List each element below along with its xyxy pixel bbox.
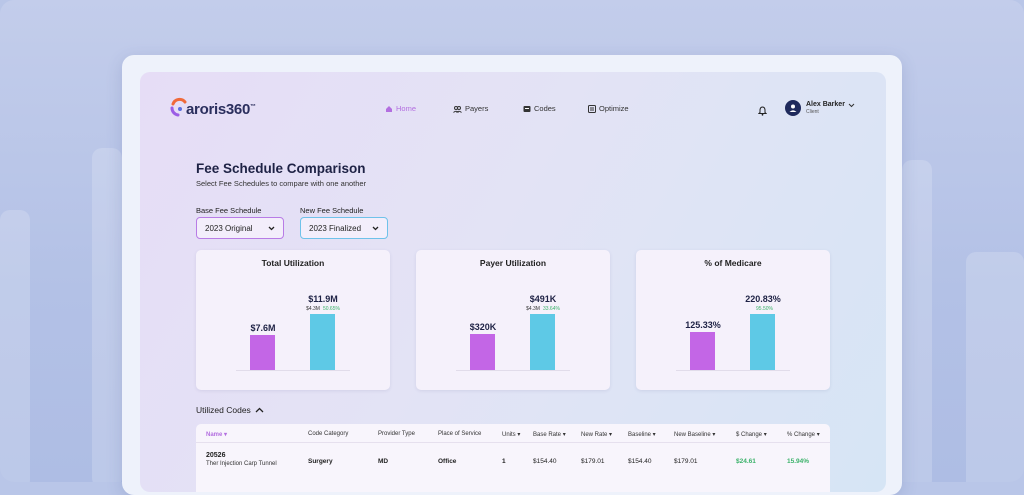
nav-codes-label: Codes bbox=[534, 104, 556, 113]
background-panel-right-inner bbox=[902, 160, 932, 482]
new-fee-schedule-value: 2023 Finalized bbox=[309, 223, 362, 233]
background-panel-left bbox=[0, 210, 30, 482]
base-rate-cell: $154.40 bbox=[533, 458, 557, 465]
new-bar bbox=[530, 314, 555, 370]
card-title: Total Utilization bbox=[261, 258, 325, 268]
logo-mark-icon bbox=[170, 96, 188, 118]
base-bar bbox=[690, 332, 715, 370]
column-header-new-rate[interactable]: New Rate ▾ bbox=[581, 432, 613, 438]
base-fee-schedule-select[interactable]: 2023 Original bbox=[196, 217, 284, 239]
user-icon bbox=[789, 104, 797, 112]
new-rate-cell: $179.01 bbox=[581, 458, 605, 465]
codes-icon bbox=[523, 105, 531, 112]
chart-baseline bbox=[676, 370, 790, 371]
dollar-change-cell: $24.61 bbox=[736, 458, 756, 465]
new-bar bbox=[750, 314, 775, 370]
chevron-down-icon bbox=[268, 226, 275, 230]
utilized-codes-heading: Utilized Codes bbox=[196, 405, 251, 415]
background-panel-right bbox=[966, 252, 1024, 482]
change-label: $4.3M 33.64% bbox=[513, 306, 573, 312]
column-header-new-baseline[interactable]: New Baseline ▾ bbox=[674, 432, 716, 438]
units-cell: 1 bbox=[502, 458, 506, 465]
new-value-label: $11.9M bbox=[308, 294, 338, 304]
avatar bbox=[785, 100, 801, 116]
nav-optimize[interactable]: Optimize bbox=[588, 104, 629, 113]
chevron-down-icon bbox=[848, 103, 855, 107]
brand-name: aroris360™ bbox=[186, 101, 256, 118]
brand-logo[interactable]: aroris360™ bbox=[170, 92, 256, 118]
nav-optimize-label: Optimize bbox=[599, 104, 629, 113]
user-role: Client bbox=[806, 109, 819, 115]
new-fee-schedule-label: New Fee Schedule bbox=[300, 206, 364, 215]
change-label: $4.3M 50.65% bbox=[293, 306, 353, 312]
base-bar bbox=[250, 335, 275, 370]
percent-of-medicare-card: % of Medicare 125.33% 220.83% 95.50% bbox=[636, 250, 830, 390]
utilized-codes-toggle[interactable]: Utilized Codes bbox=[196, 405, 264, 415]
chart-baseline bbox=[456, 370, 570, 371]
header-divider bbox=[196, 442, 830, 443]
percent-change-cell: 15.94% bbox=[787, 458, 810, 465]
base-value-label: $320K bbox=[469, 322, 497, 332]
chevron-down-icon bbox=[372, 226, 379, 230]
optimize-icon bbox=[588, 104, 596, 113]
column-header-provider-type[interactable]: Provider Type bbox=[378, 431, 415, 437]
baseline-cell: $154.40 bbox=[628, 458, 652, 465]
user-menu[interactable]: Alex Barker Client bbox=[785, 100, 855, 116]
change-label: 95.50% bbox=[733, 306, 793, 312]
provider-type-cell: MD bbox=[378, 458, 389, 465]
page-subtitle: Select Fee Schedules to compare with one… bbox=[196, 179, 367, 188]
background-panel-left-inner bbox=[92, 148, 122, 482]
column-header-place-of-service[interactable]: Place of Service bbox=[438, 431, 482, 437]
card-title: % of Medicare bbox=[704, 258, 762, 268]
base-bar bbox=[470, 334, 495, 370]
column-header-units[interactable]: Units ▾ bbox=[502, 432, 521, 438]
diff-value: $4.3M bbox=[306, 306, 320, 312]
nav-home[interactable]: Home bbox=[385, 104, 416, 113]
home-icon bbox=[386, 105, 392, 112]
payers-icon bbox=[453, 105, 462, 113]
chart-baseline bbox=[236, 370, 350, 371]
pct-change-value: 33.64% bbox=[542, 306, 560, 312]
nav-home-label: Home bbox=[396, 104, 417, 113]
pct-change-value: 95.50% bbox=[756, 306, 773, 312]
diff-value: $4.3M bbox=[526, 306, 540, 312]
code-id: 20526 bbox=[206, 452, 226, 459]
base-fee-schedule-value: 2023 Original bbox=[205, 223, 253, 233]
code-category-cell: Surgery bbox=[308, 458, 333, 465]
user-name: Alex Barker bbox=[806, 101, 845, 108]
nav-payers-label: Payers bbox=[465, 104, 489, 113]
user-info: Alex Barker Client bbox=[806, 101, 845, 115]
base-fee-schedule-label: Base Fee Schedule bbox=[196, 206, 262, 215]
utilized-codes-table: Name ▾ Code Category Provider Type Place… bbox=[196, 424, 830, 492]
payer-utilization-card: Payer Utilization $320K $491K $4.3M 33.64… bbox=[416, 250, 610, 390]
column-header-percent-change[interactable]: % Change ▾ bbox=[787, 432, 820, 438]
place-of-service-cell: Office bbox=[438, 458, 457, 465]
code-description: Ther Injection Carp Tunnel bbox=[206, 461, 277, 467]
code-cell: 20526 Ther Injection Carp Tunnel bbox=[206, 451, 277, 468]
column-header-baseline[interactable]: Baseline ▾ bbox=[628, 432, 656, 438]
page-title: Fee Schedule Comparison bbox=[196, 161, 366, 176]
new-fee-schedule-select[interactable]: 2023 Finalized bbox=[300, 217, 388, 239]
column-header-dollar-change[interactable]: $ Change ▾ bbox=[736, 432, 767, 438]
app-window: aroris360™ Home Payers Codes Optimize Al… bbox=[140, 72, 886, 492]
bell-icon[interactable] bbox=[757, 103, 768, 121]
chevron-up-icon bbox=[255, 407, 264, 413]
column-header-name[interactable]: Name ▾ bbox=[206, 432, 228, 438]
nav-codes[interactable]: Codes bbox=[523, 104, 556, 113]
total-utilization-card: Total Utilization $7.6M $11.9M $4.3M 50.6… bbox=[196, 250, 390, 390]
base-value-label: 125.33% bbox=[685, 320, 721, 330]
new-bar bbox=[310, 314, 335, 370]
nav-payers[interactable]: Payers bbox=[453, 104, 488, 113]
card-title: Payer Utilization bbox=[479, 258, 547, 268]
new-value-label: 220.83% bbox=[745, 294, 781, 304]
new-baseline-cell: $179.01 bbox=[674, 458, 698, 465]
new-value-label: $491K bbox=[529, 294, 557, 304]
pct-change-value: 50.65% bbox=[322, 306, 340, 312]
column-header-code-category[interactable]: Code Category bbox=[308, 431, 349, 437]
column-header-base-rate[interactable]: Base Rate ▾ bbox=[533, 432, 566, 438]
base-value-label: $7.6M bbox=[250, 323, 276, 333]
